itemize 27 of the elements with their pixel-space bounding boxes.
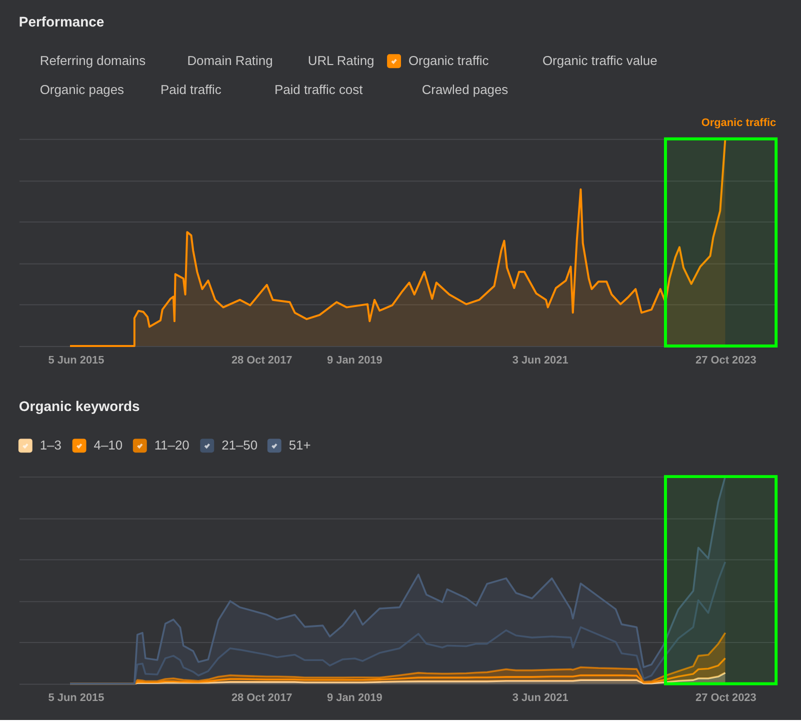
x-tick-label: 9 Jan 2019 [327, 354, 382, 366]
chart-title: Organic keywords [18, 398, 140, 414]
legend-label: 11–20 [154, 438, 190, 453]
text: Paid traffic cost [274, 82, 364, 97]
x-tick-label: 27 Oct 2023 [696, 354, 756, 366]
text: Referring domains [40, 53, 146, 68]
legend-label: 1–3 [40, 438, 62, 453]
text: Crawled pages [422, 82, 508, 97]
text: URL Rating [308, 53, 374, 68]
text: Organic pages [40, 82, 124, 97]
x-tick-label: 9 Jan 2019 [327, 692, 382, 704]
chart-title: Performance [18, 13, 104, 30]
x-tick-label: 5 Jun 2015 [48, 692, 104, 704]
text: Organic traffic value [542, 53, 658, 68]
text: Paid traffic [160, 82, 222, 97]
text: Domain Rating [187, 53, 273, 68]
x-tick-label: 3 Jun 2021 [512, 354, 568, 366]
legend-label: 21–50 [222, 438, 258, 453]
legend-label: 4–10 [94, 438, 123, 453]
legend-label: 51+ [288, 438, 311, 453]
legend-label: Organic traffic [408, 53, 490, 68]
x-tick-label: 28 Oct 2017 [231, 692, 292, 704]
x-tick-label: 28 Oct 2017 [231, 354, 292, 366]
x-tick-label: 5 Jun 2015 [48, 354, 104, 366]
text: Organic traffic [701, 116, 776, 129]
x-tick-label: 3 Jun 2021 [512, 692, 568, 704]
x-tick-label: 27 Oct 2023 [696, 692, 756, 704]
